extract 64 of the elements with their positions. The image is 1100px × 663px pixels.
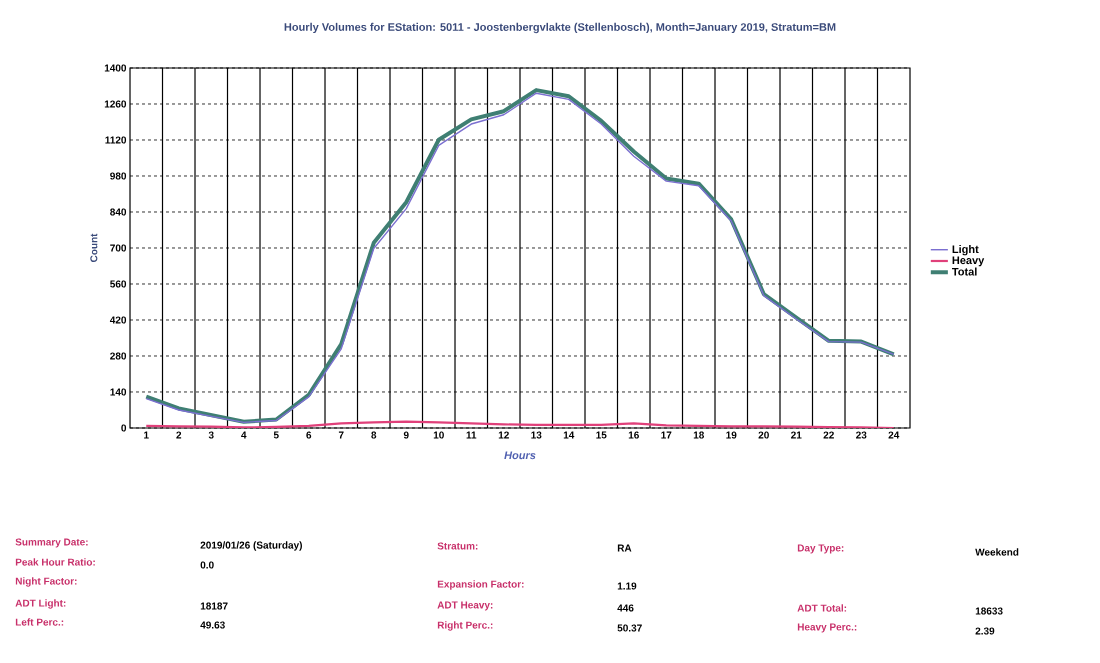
y-tick-label: 0	[121, 424, 127, 432]
y-axis-title: Count	[90, 233, 98, 263]
text: Left Perc.:	[15, 618, 64, 626]
x-tick-label: 10	[433, 431, 444, 439]
chart-title: Hourly Volumes for EStation: 5011 - Joostenbergvlakte (Stellenbosch), Month=January 2019, Stratum=BM	[284, 22, 836, 34]
text: Stratum:	[437, 542, 478, 550]
x-tick-label: 3	[208, 431, 214, 439]
x-tick-label: 9	[403, 431, 409, 439]
y-tick-label: 140	[110, 388, 127, 396]
x-tick-label: 14	[563, 431, 575, 439]
text: Summary Date:	[15, 538, 88, 548]
x-tick-label: 24	[888, 431, 900, 439]
y-tick-label: 1120	[105, 136, 127, 144]
legend-label: Heavy	[952, 256, 985, 267]
x-tick-label: 5	[273, 431, 279, 439]
y-tick-label: 280	[110, 352, 127, 360]
x-tick-label: 15	[596, 431, 607, 439]
x-tick-label: 6	[306, 431, 312, 439]
x-tick-label: 1	[144, 431, 149, 439]
text: 50.37	[617, 624, 642, 632]
y-tick-label: 980	[110, 172, 127, 180]
x-tick-label: 18	[693, 431, 705, 439]
x-tick-label: 8	[371, 431, 377, 439]
text: Peak Hour Ratio:	[15, 558, 95, 566]
x-tick-label: 17	[661, 431, 672, 439]
x-tick-label: 22	[823, 431, 834, 439]
y-tick-label: 420	[109, 316, 127, 324]
text: 18633	[975, 607, 1003, 615]
y-tick-label: 1400	[104, 64, 127, 72]
x-tick-label: 4	[241, 431, 247, 439]
text: Weekend	[975, 548, 1019, 556]
y-tick-label: 1260	[104, 100, 127, 108]
x-axis-title: Hours	[504, 451, 536, 460]
text: ADT Heavy:	[437, 601, 493, 611]
text: Expansion Factor:	[437, 580, 524, 590]
x-tick-label: 7	[338, 431, 344, 439]
y-tick-label: 700	[110, 244, 127, 252]
text: Heavy Perc.:	[797, 623, 857, 633]
text: 2.39	[975, 627, 995, 635]
text: Day Type:	[797, 544, 844, 554]
x-tick-label: 19	[726, 431, 737, 439]
text: 1.19	[617, 582, 637, 590]
text: Right Perc.:	[437, 621, 493, 631]
legend-label: Total	[952, 267, 977, 276]
legend-label: Light	[952, 244, 979, 256]
x-tick-label: 11	[466, 431, 477, 439]
text: RA	[617, 544, 632, 552]
text: 49.63	[200, 621, 225, 629]
x-tick-label: 23	[856, 431, 867, 439]
text: 18187	[200, 602, 228, 610]
x-tick-label: 21	[791, 431, 802, 439]
x-tick-label: 12	[498, 431, 509, 439]
x-tick-label: 13	[531, 431, 542, 439]
x-tick-label: 2	[176, 431, 182, 439]
x-tick-label: 16	[628, 431, 639, 439]
y-tick-label: 560	[110, 280, 127, 288]
text: ADT Light:	[15, 599, 66, 609]
y-tick-label: 840	[110, 208, 127, 216]
x-tick-label: 20	[758, 431, 769, 439]
text: 2019/01/26 (Saturday)	[200, 541, 302, 551]
text: 446	[617, 604, 634, 612]
text: Night Factor:	[15, 577, 77, 587]
text: ADT Total:	[797, 604, 847, 612]
text: 0.0	[200, 561, 214, 569]
